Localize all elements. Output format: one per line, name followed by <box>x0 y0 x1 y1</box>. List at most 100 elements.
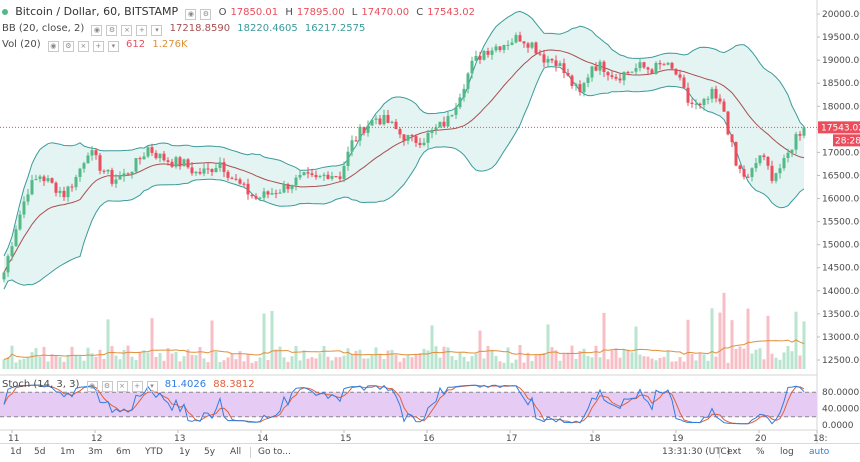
candle-body <box>286 184 290 190</box>
candle-body <box>310 173 314 175</box>
price-tick-label: 17000.00 <box>822 148 860 158</box>
volume-bar <box>94 356 98 369</box>
toggle-percent[interactable]: % <box>756 447 765 457</box>
volume-bar <box>582 348 586 369</box>
volume-bar <box>26 357 30 369</box>
volume-bar <box>66 354 70 369</box>
range-ytd[interactable]: YTD <box>145 447 163 457</box>
volume-bar <box>586 356 590 369</box>
range-1y[interactable]: 1y <box>179 447 191 457</box>
eye-icon[interactable]: ◉ <box>185 9 197 20</box>
arrow-icon[interactable]: ▾ <box>151 25 163 36</box>
candle-body <box>254 196 258 199</box>
volume-bar <box>426 350 430 369</box>
volume-bar <box>626 349 630 369</box>
candle-body <box>590 66 594 78</box>
volume-bar <box>758 348 762 369</box>
volume-label[interactable]: Vol (20) <box>2 39 41 50</box>
volume-bar <box>18 359 22 369</box>
range-all[interactable]: All <box>230 447 242 457</box>
goto-button[interactable]: Go to... <box>258 447 291 457</box>
eye-icon[interactable]: ◉ <box>91 25 103 36</box>
volume-bar <box>102 358 106 369</box>
candle-body <box>442 121 446 127</box>
clock-readout[interactable]: 13:31:30 (UTC) <box>662 447 731 457</box>
volume-bar <box>466 361 470 369</box>
range-6m[interactable]: 6m <box>116 447 131 457</box>
toggle-log[interactable]: log <box>780 447 794 457</box>
volume-bar <box>162 360 166 369</box>
volume-bar <box>590 357 594 369</box>
price-chart[interactable]: 20000.00 19500.00 19000.00 18500.00 18000.00… <box>0 0 860 443</box>
more-icon[interactable]: + <box>131 381 143 392</box>
volume-bar <box>210 320 214 369</box>
volume-bar <box>734 348 738 369</box>
candle-body <box>110 170 114 184</box>
volume-bar <box>330 360 334 369</box>
settings-icon[interactable]: ⚙ <box>106 25 118 36</box>
toggle-auto[interactable]: auto <box>809 447 830 457</box>
time-tick-label: 19 <box>672 434 684 443</box>
close-icon[interactable]: × <box>116 381 128 392</box>
symbol-title[interactable]: Bitcoin / Dollar, 60, BITSTAMP <box>15 5 179 18</box>
eye-icon[interactable]: ◉ <box>47 41 59 52</box>
candle-body <box>542 54 546 63</box>
settings-icon[interactable]: ⚙ <box>101 381 113 392</box>
candle-body <box>754 163 758 169</box>
price-tick-label: 15000.00 <box>822 241 860 251</box>
volume-bar <box>786 346 790 369</box>
candle-body <box>582 83 586 93</box>
candle-body <box>614 77 618 79</box>
candle-body <box>798 134 802 136</box>
candle-body <box>438 121 442 128</box>
candle-body <box>162 153 166 161</box>
volume-bar <box>22 358 26 369</box>
candle-body <box>530 42 534 48</box>
price-tick-label: 18000.00 <box>822 102 860 112</box>
range-3m[interactable]: 3m <box>88 447 103 457</box>
volume-bar <box>214 351 218 369</box>
volume-bar <box>198 347 202 369</box>
close-icon[interactable]: × <box>77 41 89 52</box>
settings-icon[interactable]: ⚙ <box>62 41 74 52</box>
volume-bar <box>154 357 158 369</box>
candle-body <box>618 78 622 81</box>
range-1m[interactable]: 1m <box>60 447 75 457</box>
range-1d[interactable]: 1d <box>10 447 22 457</box>
candle-body <box>426 133 430 143</box>
arrow-icon[interactable]: ▾ <box>146 381 158 392</box>
volume-bar <box>394 354 398 369</box>
more-icon[interactable]: + <box>136 25 148 36</box>
close-icon[interactable]: × <box>121 25 133 36</box>
toggle-ext[interactable]: ext <box>727 447 742 457</box>
volume-bar <box>230 353 234 369</box>
candle-body <box>66 186 70 198</box>
candle-body <box>10 246 14 257</box>
more-icon[interactable]: + <box>92 41 104 52</box>
eye-icon[interactable]: ◉ <box>86 381 98 392</box>
volume-bar <box>570 345 574 369</box>
volume-bar <box>270 310 274 369</box>
volume-bar <box>766 315 770 369</box>
volume-bar <box>770 353 774 369</box>
range-5y[interactable]: 5y <box>204 447 216 457</box>
bb-upper-value: 18220.4605 <box>237 23 298 34</box>
range-5d[interactable]: 5d <box>34 447 46 457</box>
arrow-icon[interactable]: ▾ <box>107 41 119 52</box>
volume-bar <box>218 362 222 369</box>
volume-bar <box>378 354 382 369</box>
stoch-label[interactable]: Stoch (14, 3, 3) <box>2 379 80 390</box>
candle-body <box>734 142 738 166</box>
last-price-badge <box>818 121 860 134</box>
volume-bar <box>118 359 122 369</box>
volume-bar <box>314 358 318 369</box>
candle-body <box>762 155 766 158</box>
settings-icon[interactable]: ⚙ <box>200 9 212 20</box>
volume-bar <box>90 353 94 369</box>
candle-body <box>722 101 726 112</box>
volume-bar <box>242 361 246 369</box>
candle-body <box>34 179 38 181</box>
bb-label[interactable]: BB (20, close, 2) <box>2 23 85 34</box>
candle-body <box>398 129 402 135</box>
time-tick-label: 16 <box>423 434 435 443</box>
